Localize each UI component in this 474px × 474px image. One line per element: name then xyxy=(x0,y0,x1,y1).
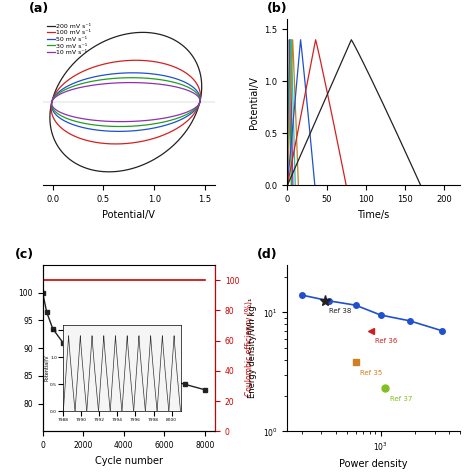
50 mV s⁻¹ xyxy=(65,83,71,89)
50 mV s⁻¹ xyxy=(197,99,203,105)
200 mV s⁻¹ xyxy=(192,57,198,63)
Text: Ref 37: Ref 37 xyxy=(390,396,412,402)
10 mV s⁻¹ xyxy=(64,88,70,94)
30 mV s⁻¹ xyxy=(140,122,146,128)
Text: (c): (c) xyxy=(15,248,34,261)
50 mV s⁻¹ xyxy=(88,127,94,132)
10 mV s⁻¹ xyxy=(55,92,61,98)
100 mV s⁻¹ xyxy=(197,99,203,105)
200 mV s⁻¹ xyxy=(121,168,127,173)
30 mV s⁻¹ xyxy=(197,99,203,105)
Y-axis label: Potential/V: Potential/V xyxy=(249,76,259,128)
50 mV s⁻¹ xyxy=(131,128,137,134)
30 mV s⁻¹ xyxy=(129,75,135,81)
30 mV s⁻¹ xyxy=(117,124,123,129)
50 mV s⁻¹ xyxy=(116,128,121,134)
30 mV s⁻¹ xyxy=(56,91,62,96)
X-axis label: Cycle number: Cycle number xyxy=(95,456,163,465)
100 mV s⁻¹ xyxy=(57,84,63,90)
Line: 100 mV s⁻¹: 100 mV s⁻¹ xyxy=(51,60,201,144)
X-axis label: Time/s: Time/s xyxy=(357,210,390,219)
10 mV s⁻¹ xyxy=(128,80,133,85)
100 mV s⁻¹ xyxy=(128,140,133,146)
Text: Ref 36: Ref 36 xyxy=(375,338,398,344)
10 mV s⁻¹ xyxy=(197,99,203,105)
100 mV s⁻¹ xyxy=(67,76,73,82)
50 mV s⁻¹ xyxy=(186,82,192,87)
50 mV s⁻¹ xyxy=(139,127,145,133)
100 mV s⁻¹ xyxy=(197,99,203,105)
100 mV s⁻¹ xyxy=(136,139,142,145)
200 mV s⁻¹ xyxy=(140,29,146,35)
Text: Ref 35: Ref 35 xyxy=(360,370,382,376)
10 mV s⁻¹ xyxy=(118,119,124,125)
30 mV s⁻¹ xyxy=(89,122,95,128)
100 mV s⁻¹ xyxy=(133,57,139,63)
Text: Ref 38: Ref 38 xyxy=(329,309,351,314)
Text: (b): (b) xyxy=(267,2,287,15)
Line: 50 mV s⁻¹: 50 mV s⁻¹ xyxy=(52,73,200,131)
Y-axis label: Energy density/Wh kg⁻¹: Energy density/Wh kg⁻¹ xyxy=(248,298,257,398)
Line: 10 mV s⁻¹: 10 mV s⁻¹ xyxy=(52,82,200,122)
Text: (a): (a) xyxy=(29,2,49,15)
10 mV s⁻¹ xyxy=(185,88,191,93)
200 mV s⁻¹ xyxy=(106,169,112,175)
10 mV s⁻¹ xyxy=(141,118,147,124)
X-axis label: Potential/V: Potential/V xyxy=(102,210,155,219)
X-axis label: Power density: Power density xyxy=(339,459,408,469)
Line: 30 mV s⁻¹: 30 mV s⁻¹ xyxy=(52,78,200,127)
Line: 200 mV s⁻¹: 200 mV s⁻¹ xyxy=(50,32,202,172)
200 mV s⁻¹ xyxy=(79,164,85,169)
30 mV s⁻¹ xyxy=(65,86,71,91)
200 mV s⁻¹ xyxy=(60,74,66,80)
Legend: 200 mV s⁻¹, 100 mV s⁻¹, 50 mV s⁻¹, 30 mV s⁻¹, 10 mV s⁻¹: 200 mV s⁻¹, 100 mV s⁻¹, 50 mV s⁻¹, 30 mV… xyxy=(46,22,93,56)
30 mV s⁻¹ xyxy=(132,123,137,129)
Y-axis label: Coulombic efficiency (%): Coulombic efficiency (%) xyxy=(245,301,254,396)
200 mV s⁻¹ xyxy=(130,165,136,171)
10 mV s⁻¹ xyxy=(91,117,96,123)
Text: (d): (d) xyxy=(256,248,277,261)
10 mV s⁻¹ xyxy=(133,118,139,124)
30 mV s⁻¹ xyxy=(186,85,191,91)
100 mV s⁻¹ xyxy=(188,74,194,80)
50 mV s⁻¹ xyxy=(56,89,62,94)
50 mV s⁻¹ xyxy=(130,70,136,76)
50 mV s⁻¹ xyxy=(197,99,203,105)
100 mV s⁻¹ xyxy=(85,138,91,144)
100 mV s⁻¹ xyxy=(113,141,118,147)
200 mV s⁻¹ xyxy=(197,99,203,105)
30 mV s⁻¹ xyxy=(197,99,203,105)
200 mV s⁻¹ xyxy=(197,99,203,105)
200 mV s⁻¹ xyxy=(71,60,77,66)
10 mV s⁻¹ xyxy=(197,99,203,105)
